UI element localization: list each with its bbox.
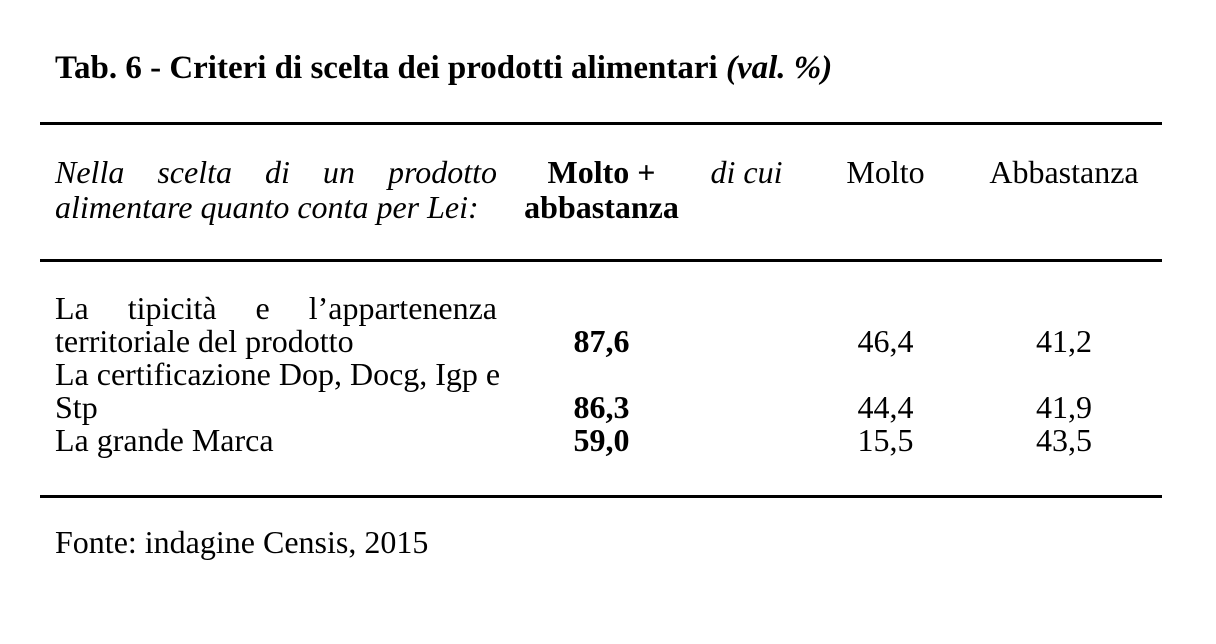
row-label-line2: Stp (55, 389, 98, 425)
value-molto: 46,4 (857, 323, 914, 359)
table-caption: Tab. 6 - Criteri di scelta dei prodotti … (55, 50, 832, 86)
table-caption-units: (val. %) (725, 50, 833, 86)
value-molto-abbastanza: 86,3 (573, 389, 630, 425)
value-molto-abbastanza: 87,6 (573, 323, 630, 359)
header-question-line1: Nella scelta di un prodotto (55, 154, 497, 190)
value-abbastanza: 41,9 (1036, 389, 1092, 425)
header-molto-abbastanza-line1: Molto + (547, 154, 656, 190)
empty-cell (688, 358, 805, 359)
row-label-line1: La grande Marca (55, 422, 274, 458)
row-label-line2: territoriale del prodotto (55, 323, 354, 359)
header-question-line2: alimentare quanto conta per Lei: (55, 189, 479, 225)
row-label-line1: La certificazione Dop, Docg, Igp e (55, 356, 501, 392)
header-molto: Molto (846, 154, 925, 190)
header-molto-abbastanza-line2: abbastanza (524, 189, 679, 225)
table-row: La tipicità e l’appartenenza territorial… (40, 292, 1162, 358)
data-table: Nella scelta di un prodotto alimentare q… (40, 122, 1162, 498)
row-label: La grande Marca (40, 424, 515, 457)
table-body: La tipicità e l’appartenenza territorial… (40, 262, 1162, 498)
table-header: Nella scelta di un prodotto alimentare q… (40, 122, 1162, 262)
table-header-row: Nella scelta di un prodotto alimentare q… (40, 155, 1162, 225)
value-molto: 15,5 (857, 422, 914, 458)
value-molto: 44,4 (857, 389, 914, 425)
table-caption-title: Tab. 6 - Criteri di scelta dei prodotti … (55, 50, 726, 86)
source-note: Fonte: indagine Censis, 2015 (55, 524, 429, 560)
value-abbastanza: 41,2 (1036, 323, 1092, 359)
header-di-cui: di cui (710, 154, 783, 190)
header-abbastanza: Abbastanza (989, 154, 1139, 190)
row-label: La certificazione Dop, Docg, Igp e Stp (40, 358, 515, 424)
value-molto-abbastanza: 59,0 (573, 422, 630, 458)
row-label-line1: La tipicità e l’appartenenza (55, 290, 497, 326)
header-molto-abbastanza: Molto + abbastanza (515, 155, 688, 225)
value-abbastanza: 43,5 (1036, 422, 1092, 458)
empty-cell (688, 424, 805, 425)
table-row: La grande Marca 59,0 15,5 43,5 (40, 424, 1162, 457)
table-row: La certificazione Dop, Docg, Igp e Stp 8… (40, 358, 1162, 424)
header-question: Nella scelta di un prodotto alimentare q… (40, 155, 515, 225)
row-label: La tipicità e l’appartenenza territorial… (40, 292, 515, 358)
empty-cell (688, 292, 805, 293)
